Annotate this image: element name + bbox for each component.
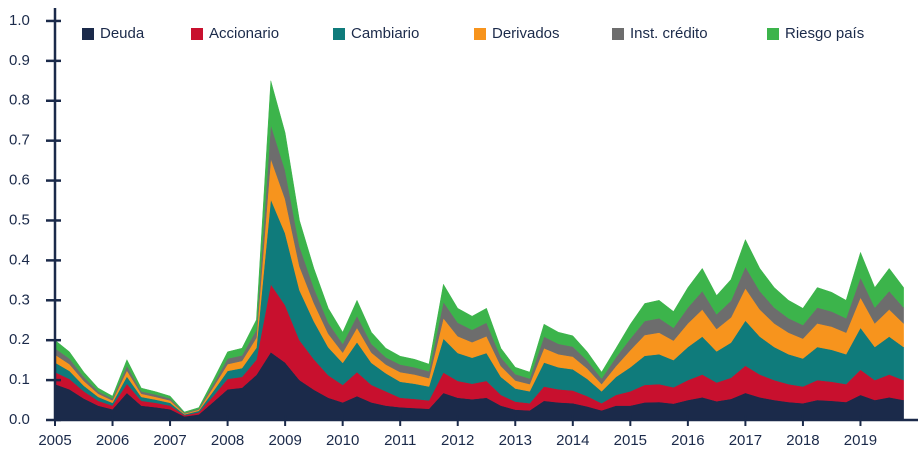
legend-swatch <box>612 28 624 40</box>
y-tick-label: 0.8 <box>9 92 30 109</box>
x-tick-label: 2007 <box>153 432 186 449</box>
legend-label: Cambiario <box>351 25 419 42</box>
y-tick-label: 0.1 <box>9 371 30 388</box>
y-tick-label: 0.4 <box>9 251 30 268</box>
x-tick-label: 2018 <box>786 432 819 449</box>
x-tick-label: 2005 <box>38 432 71 449</box>
y-tick-label: 0.7 <box>9 132 30 149</box>
x-tick-label: 2006 <box>96 432 129 449</box>
y-tick-label: 0.0 <box>9 411 30 428</box>
y-tick-label: 0.2 <box>9 331 30 348</box>
legend-label: Inst. crédito <box>630 25 708 42</box>
x-tick-label: 2014 <box>556 432 589 449</box>
area <box>54 80 904 414</box>
x-tick-label: 2015 <box>614 432 647 449</box>
y-tick-label: 1.0 <box>9 12 30 29</box>
legend-swatch <box>333 28 345 40</box>
legend-swatch <box>191 28 203 40</box>
y-tick-label: 0.3 <box>9 291 30 308</box>
legend-swatch <box>767 28 779 40</box>
x-tick-label: 2016 <box>671 432 704 449</box>
x-tick-label: 2019 <box>844 432 877 449</box>
legend-label: Riesgo país <box>785 25 864 42</box>
x-tick-label: 2008 <box>211 432 244 449</box>
x-tick-label: 2011 <box>384 432 416 449</box>
x-tick-label: 2012 <box>441 432 474 449</box>
x-tick-label: 2009 <box>268 432 301 449</box>
x-tick-label: 2013 <box>499 432 532 449</box>
x-tick-label: 2017 <box>729 432 762 449</box>
y-tick-label: 0.9 <box>9 52 30 69</box>
legend-label: Accionario <box>209 25 279 42</box>
y-tick-label: 0.6 <box>9 172 30 189</box>
legend-swatch <box>82 28 94 40</box>
legend-label: Deuda <box>100 25 145 42</box>
y-tick-label: 0.5 <box>9 211 30 228</box>
x-tick-label: 2010 <box>326 432 359 449</box>
legend-label: Derivados <box>492 25 560 42</box>
legend-swatch <box>474 28 486 40</box>
